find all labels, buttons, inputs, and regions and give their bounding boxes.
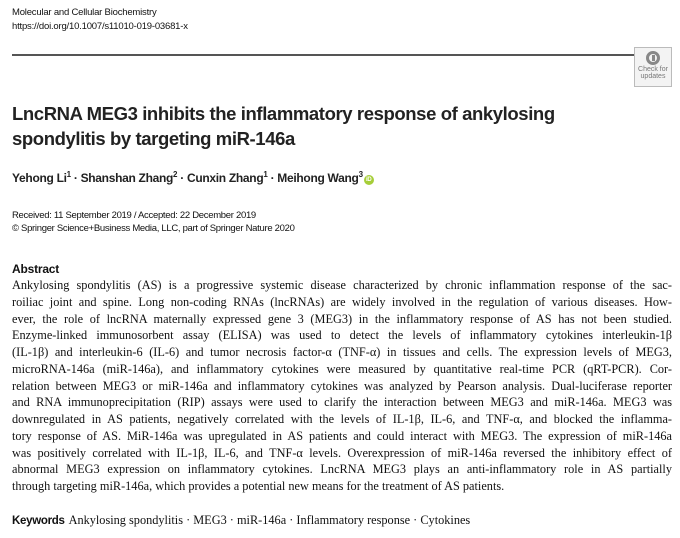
author-name[interactable]: Cunxin Zhang [186,171,264,185]
keywords-value: Ankylosing spondylitis · MEG3 · miR-146a… [68,513,471,527]
abstract-line: abnormal MEG3 expression on inflammatory… [12,462,672,477]
doi-link[interactable]: https://doi.org/10.1007/s11010-019-03681… [12,21,188,32]
author-separator: · [267,171,278,185]
orcid-icon[interactable]: iD [363,175,374,185]
abstract-line: Enzyme-linked immunosorbent assay (ELISA… [12,328,672,343]
check-for-updates-badge[interactable]: Check for updates [634,47,672,87]
abstract-line: (IL-1β) and interleukin-6 (IL-6) and tum… [12,345,672,359]
abstract-line: ever, the role of lncRNA maternally expr… [12,311,672,326]
copyright-notice: © Springer Science+Business Media, LLC, … [12,223,295,234]
abstract-line: roiliac joint and spine. Long non-coding… [12,294,672,309]
abstract-line: downregulated in AS patients, negatively… [12,412,672,426]
author-name[interactable]: Meihong Wang [277,171,359,185]
author-name[interactable]: Shanshan Zhang [80,171,174,185]
abstract-line: Ankylosing spondylitis (AS) is a progres… [12,278,672,292]
affiliation-mark: 2 [173,170,178,179]
abstract-line: relation between MEG3 or miR-146a and in… [12,378,672,393]
badge-line-1: Check for [638,66,668,73]
author-list: Yehong Li1 · Shanshan Zhang2 · Cunxin Zh… [12,170,374,185]
abstract-line: and RNA immunoprecipitation (RIP) assays… [12,395,672,410]
title-line: LncRNA MEG3 inhibits the inflammatory re… [12,103,555,124]
abstract-heading: Abstract [12,262,60,276]
abstract-line: microRNA-146a (miR-146a), and inflammato… [12,361,672,376]
check-for-updates-icon [646,51,660,65]
abstract-line: through targeting miR-146a, which provid… [12,479,505,493]
keywords: Keywords Ankylosing spondylitis · MEG3 · … [12,513,470,528]
affiliation-mark: 3 [358,170,363,179]
keywords-label: Keywords [12,515,65,527]
abstract-line: was positively correlated with IL-1β, IL… [12,445,672,460]
author-separator: · [177,171,187,185]
paper-title: LncRNA MEG3 inhibits the inflammatory re… [12,101,555,151]
affiliation-mark: 1 [66,170,71,179]
badge-line-2: updates [640,73,666,80]
title-line: spondylitis by targeting miR-146a [12,128,295,149]
author-name[interactable]: Yehong Li [12,171,67,185]
abstract-line: tory response of AS. MiR-146a was upregu… [12,428,672,443]
journal-name: Molecular and Cellular Biochemistry [12,7,157,18]
abstract-body: Ankylosing spondylitis (AS) is a progres… [12,277,672,495]
received-accepted-dates: Received: 11 September 2019 / Accepted: … [12,210,256,221]
affiliation-mark: 1 [263,170,268,179]
author-separator: · [70,171,81,185]
header-rule [12,54,672,56]
